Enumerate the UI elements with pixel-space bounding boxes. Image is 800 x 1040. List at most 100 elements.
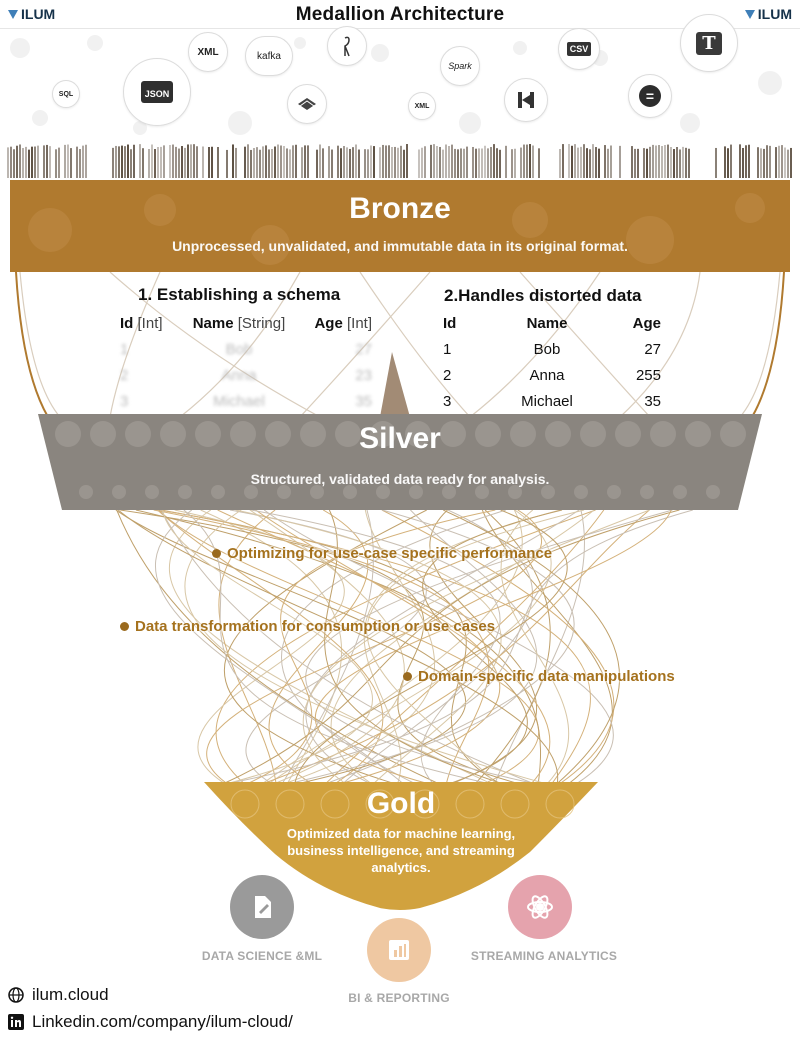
texture-dot [405, 421, 431, 447]
texture-dot [409, 485, 423, 499]
flow-line [494, 510, 586, 784]
xml-file-icon: XML [408, 92, 436, 120]
texture-dot [376, 485, 390, 499]
texture-dot [545, 789, 575, 819]
spark-icon: Spark [440, 46, 480, 86]
streaming-analytics-label: STREAMING ANALYTICS [470, 949, 618, 963]
texture-dot [685, 421, 711, 447]
linkedin-link[interactable]: Linkedin.com/company/ilum-cloud/ [8, 1012, 293, 1032]
texture-dot [508, 485, 522, 499]
flow-line [116, 510, 440, 784]
texture-dot [244, 485, 258, 499]
texture-dot [673, 485, 687, 499]
texture-dot [607, 485, 621, 499]
sql-icon: SQL [52, 80, 80, 108]
brand-logo-left[interactable]: ILUM [8, 6, 55, 22]
gold-layer [204, 782, 598, 910]
flow-line [500, 510, 570, 784]
distorted-table: Id Name Age 1 Bob 27 2 Anna 255 3 Michael 35 [443, 313, 661, 412]
data-science-icon[interactable] [230, 875, 294, 939]
flow-line [324, 510, 504, 784]
schema-col-name: Name [String] [192, 315, 286, 332]
flow-line [422, 510, 563, 784]
texture-dot [195, 421, 221, 447]
texture-dot [615, 421, 641, 447]
gold-subtitle: Optimized data for machine learning, bus… [286, 826, 516, 875]
flow-line [169, 510, 492, 784]
linkedin-icon [8, 1014, 24, 1030]
flow-line [255, 510, 551, 784]
texture-dot [230, 421, 256, 447]
texture-dot [230, 789, 260, 819]
texture-dot [335, 421, 361, 447]
flow-line [474, 510, 551, 784]
flow-line [363, 510, 561, 784]
gold-title: Gold [366, 787, 436, 820]
texture-dot [475, 485, 489, 499]
flow-line [184, 510, 547, 784]
flow-line [268, 510, 369, 784]
table-row: 3 Michael 35 [443, 393, 661, 410]
texture-dot [442, 485, 456, 499]
flow-line [223, 510, 427, 784]
texture-dot [178, 485, 192, 499]
bullet-dot-icon [403, 672, 412, 681]
texture-dot [265, 421, 291, 447]
texture-dot [370, 421, 396, 447]
flow-line [267, 510, 552, 784]
flow-line [481, 510, 613, 784]
flow-line [381, 510, 615, 784]
texture-dot [79, 485, 93, 499]
flow-line [366, 510, 585, 784]
globe-icon [8, 987, 24, 1003]
text-icon: T [680, 14, 738, 72]
website-link[interactable]: ilum.cloud [8, 985, 109, 1005]
flow-line [342, 510, 533, 784]
texture-dot [455, 789, 485, 819]
flow-line [222, 510, 680, 784]
texture-dot [440, 421, 466, 447]
texture-dot [510, 421, 536, 447]
background-bubbles [10, 35, 782, 135]
texture-dot [720, 421, 746, 447]
schema-header-row: Id [Int] Name [String] Age [Int] [120, 313, 372, 334]
texture-dot [160, 421, 186, 447]
table-row: 1 Bob 27 [443, 341, 661, 358]
table-row: 1 Bob 27 [120, 341, 372, 358]
texture-dot [90, 421, 116, 447]
flow-line [324, 510, 605, 784]
texture-dot [112, 485, 126, 499]
silver-layer [38, 414, 762, 510]
flow-line [157, 510, 384, 784]
brand-logo-right[interactable]: ILUM [744, 6, 792, 22]
note-item: Optimizing for use-case specific perform… [212, 545, 552, 562]
kafka-icon: kafka [245, 36, 293, 76]
bi-reporting-icon[interactable] [367, 918, 431, 982]
note-item: Domain-specific data manipulations [403, 668, 675, 685]
texture-dot [343, 485, 357, 499]
logo-triangle-icon [8, 9, 18, 19]
table-row: 3 Michael 35 [120, 393, 372, 410]
flow-line [315, 510, 672, 784]
texture-dot [277, 485, 291, 499]
flow-line [263, 510, 614, 784]
streaming-analytics-icon[interactable] [508, 875, 572, 939]
flow-line [162, 510, 374, 784]
texture-dot [125, 421, 151, 447]
distorted-header-row: Id Name Age [443, 313, 661, 334]
texture-dot [365, 789, 395, 819]
texture-dot [580, 421, 606, 447]
texture-dot [706, 485, 720, 499]
brand-name: ILUM [21, 6, 56, 22]
flow-line [246, 510, 496, 784]
flow-line [294, 510, 568, 784]
bullet-dot-icon [212, 549, 221, 558]
schema-col-age: Age [Int] [314, 315, 372, 332]
silver-title: Silver [359, 422, 441, 455]
flow-line [218, 510, 277, 784]
flow-line [120, 510, 521, 784]
flow-line [443, 510, 620, 784]
texture-dot [410, 789, 440, 819]
texture-dot [650, 421, 676, 447]
flow-line [302, 510, 650, 784]
